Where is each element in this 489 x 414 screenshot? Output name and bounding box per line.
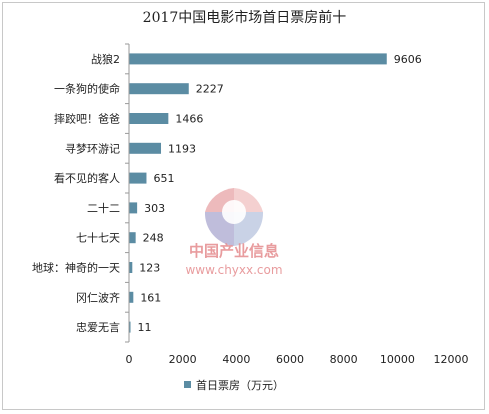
data-label: 248 (143, 232, 164, 245)
data-label: 1466 (175, 113, 203, 126)
bar (129, 232, 136, 244)
category-label: 看不见的客人 (54, 171, 120, 185)
x-tick-label: 0 (126, 353, 133, 366)
x-tick-label: 12000 (434, 353, 469, 366)
data-label: 11 (138, 321, 152, 334)
watermark: 中国产业信息 www.chyxx.com (185, 188, 283, 277)
x-tick-label: 8000 (330, 353, 358, 366)
data-label: 651 (153, 172, 174, 185)
bar (129, 142, 162, 154)
data-label: 161 (140, 291, 161, 304)
data-label: 1193 (168, 142, 196, 155)
legend-swatch (184, 381, 191, 388)
bar (129, 83, 189, 95)
bar (129, 291, 134, 303)
bar (129, 172, 147, 184)
x-tick-label: 10000 (380, 353, 415, 366)
bar (129, 262, 133, 273)
watermark-text: 中国产业信息 (189, 242, 279, 260)
category-label: 摔跤吧！爸爸 (54, 112, 120, 126)
category-label: 七十七天 (76, 231, 120, 245)
category-label: 忠爱无言 (76, 321, 120, 334)
category-label: 冈仁波齐 (76, 290, 120, 304)
legend-label: 首日票房（万元） (196, 378, 284, 392)
category-label: 战狼2 (91, 52, 120, 66)
category-label: 地球：神奇的一天 (32, 261, 120, 275)
bar (129, 53, 387, 65)
data-label: 303 (144, 202, 165, 215)
x-tick-label: 2000 (169, 353, 197, 366)
x-tick-label: 6000 (276, 353, 304, 366)
data-label: 9606 (394, 53, 422, 66)
category-label: 二十二 (87, 201, 120, 215)
data-label: 123 (139, 262, 160, 275)
data-label: 2227 (196, 83, 224, 96)
x-tick-label: 4000 (222, 353, 250, 366)
chart-title: 2017中国电影市场首日票房前十 (142, 10, 347, 26)
bar (129, 321, 131, 333)
category-label: 寻梦环游记 (65, 142, 120, 155)
watermark-url: www.chyxx.com (185, 263, 282, 277)
bar (129, 202, 138, 214)
category-label: 一条狗的使命 (54, 82, 120, 96)
watermark-logo (204, 188, 264, 246)
bar (129, 113, 169, 124)
